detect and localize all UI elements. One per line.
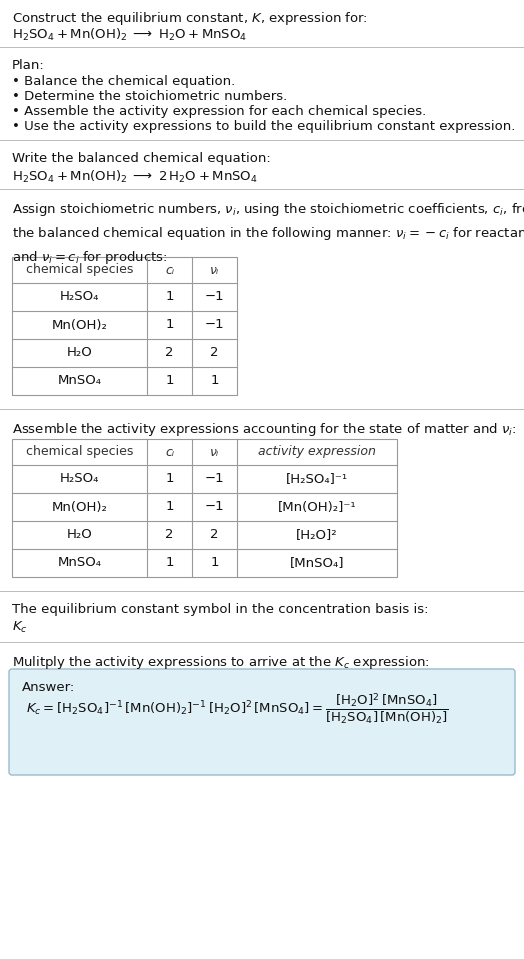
Text: 1: 1: [165, 291, 174, 303]
Text: 1: 1: [210, 375, 219, 387]
Text: MnSO₄: MnSO₄: [58, 375, 102, 387]
Text: cᵢ: cᵢ: [165, 446, 174, 458]
Text: νᵢ: νᵢ: [210, 446, 219, 458]
Text: $K_c = [\mathrm{H_2SO_4}]^{-1}\,[\mathrm{Mn(OH)_2}]^{-1}\,[\mathrm{H_2O}]^{2}\,[: $K_c = [\mathrm{H_2SO_4}]^{-1}\,[\mathrm…: [26, 691, 449, 727]
Text: 1: 1: [165, 501, 174, 513]
Text: • Balance the chemical equation.: • Balance the chemical equation.: [12, 75, 235, 88]
Text: 2: 2: [210, 528, 219, 542]
Text: • Assemble the activity expression for each chemical species.: • Assemble the activity expression for e…: [12, 105, 426, 118]
Text: 2: 2: [165, 346, 174, 360]
Text: [H₂SO₄]⁻¹: [H₂SO₄]⁻¹: [286, 473, 348, 485]
Text: chemical species: chemical species: [26, 446, 133, 458]
Bar: [12, 257, 237, 395]
Text: Mn(OH)₂: Mn(OH)₂: [51, 501, 107, 513]
Text: −1: −1: [205, 291, 224, 303]
Text: νᵢ: νᵢ: [210, 264, 219, 276]
Bar: [12, 439, 397, 577]
Text: cᵢ: cᵢ: [165, 264, 174, 276]
Text: • Determine the stoichiometric numbers.: • Determine the stoichiometric numbers.: [12, 90, 287, 103]
Text: [Mn(OH)₂]⁻¹: [Mn(OH)₂]⁻¹: [278, 501, 356, 513]
Text: 2: 2: [165, 528, 174, 542]
Text: Mulitply the activity expressions to arrive at the $K_c$ expression:: Mulitply the activity expressions to arr…: [12, 654, 430, 671]
Text: 1: 1: [165, 375, 174, 387]
Text: [H₂O]²: [H₂O]²: [296, 528, 338, 542]
Text: 2: 2: [210, 346, 219, 360]
Text: $\mathrm{H_2SO_4 + Mn(OH)_2 \;\longrightarrow\; 2\,H_2O + MnSO_4}$: $\mathrm{H_2SO_4 + Mn(OH)_2 \;\longright…: [12, 169, 258, 185]
Text: $K_c$: $K_c$: [12, 620, 28, 635]
Text: 1: 1: [165, 318, 174, 332]
Text: H₂SO₄: H₂SO₄: [60, 473, 99, 485]
Text: 1: 1: [165, 556, 174, 570]
Text: Mn(OH)₂: Mn(OH)₂: [51, 318, 107, 332]
Text: Plan:: Plan:: [12, 59, 45, 72]
Text: Answer:: Answer:: [22, 681, 75, 694]
Text: $\mathrm{H_2SO_4 + Mn(OH)_2 \;\longrightarrow\; H_2O + MnSO_4}$: $\mathrm{H_2SO_4 + Mn(OH)_2 \;\longright…: [12, 27, 247, 43]
Text: [MnSO₄]: [MnSO₄]: [290, 556, 344, 570]
Text: H₂O: H₂O: [67, 346, 92, 360]
Text: Construct the equilibrium constant, $K$, expression for:: Construct the equilibrium constant, $K$,…: [12, 10, 368, 27]
Text: MnSO₄: MnSO₄: [58, 556, 102, 570]
Text: −1: −1: [205, 318, 224, 332]
Text: H₂SO₄: H₂SO₄: [60, 291, 99, 303]
Text: Assemble the activity expressions accounting for the state of matter and $\nu_i$: Assemble the activity expressions accoun…: [12, 421, 517, 438]
FancyBboxPatch shape: [9, 669, 515, 775]
Text: • Use the activity expressions to build the equilibrium constant expression.: • Use the activity expressions to build …: [12, 120, 516, 133]
Text: Write the balanced chemical equation:: Write the balanced chemical equation:: [12, 152, 271, 165]
Text: Assign stoichiometric numbers, $\nu_i$, using the stoichiometric coefficients, $: Assign stoichiometric numbers, $\nu_i$, …: [12, 201, 524, 267]
Text: −1: −1: [205, 473, 224, 485]
Text: 1: 1: [165, 473, 174, 485]
Text: activity expression: activity expression: [258, 446, 376, 458]
Text: −1: −1: [205, 501, 224, 513]
Text: 1: 1: [210, 556, 219, 570]
Text: H₂O: H₂O: [67, 528, 92, 542]
Text: The equilibrium constant symbol in the concentration basis is:: The equilibrium constant symbol in the c…: [12, 603, 429, 616]
Text: chemical species: chemical species: [26, 264, 133, 276]
